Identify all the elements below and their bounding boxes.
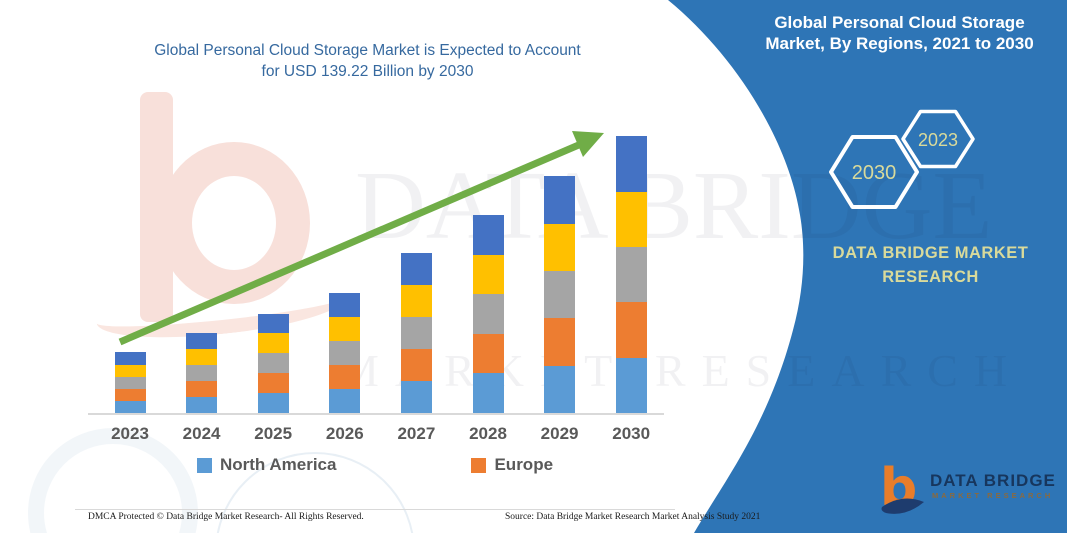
bar-segment — [472, 333, 504, 374]
bar-segment — [114, 400, 146, 413]
bar-segment — [114, 376, 146, 389]
bar-segment — [400, 316, 432, 349]
x-axis-label-2025: 2025 — [254, 424, 293, 443]
hexagon-2030-label: 2030 — [852, 162, 897, 184]
bar-segment — [544, 270, 576, 319]
bar-segment — [615, 247, 647, 303]
bar-segment — [544, 176, 576, 224]
bar-segment — [329, 292, 361, 317]
bar-2027 — [400, 252, 432, 413]
legend-item: Europe — [471, 455, 553, 475]
bar-segment — [186, 349, 218, 366]
bar-segment — [400, 284, 432, 317]
panel-brand-text: DATA BRIDGE MARKET RESEARCH — [808, 241, 1053, 289]
bar-segment — [257, 353, 289, 374]
x-axis-label-2023: 2023 — [111, 424, 149, 443]
x-axis-label-2028: 2028 — [469, 424, 507, 443]
bar-2026 — [329, 292, 361, 413]
footer-dmca-text: DMCA Protected © Data Bridge Market Rese… — [88, 512, 364, 522]
bar-segment — [472, 254, 504, 295]
x-axis-line — [88, 413, 664, 415]
x-axis-label-2030: 2030 — [612, 424, 651, 443]
bar-segment — [114, 388, 146, 401]
chart-title-line2: for USD 139.22 Billion by 2030 — [261, 63, 474, 80]
logo-tagline-text: MARKET RESEARCH — [932, 491, 1054, 500]
chart-legend: North America Europe — [85, 455, 665, 475]
bar-segment — [257, 373, 289, 394]
bar-segment — [615, 302, 647, 358]
side-panel-title-line1: Global Personal Cloud Storage — [774, 13, 1025, 32]
legend-swatch-icon — [196, 457, 212, 473]
bar-segment — [400, 348, 432, 381]
bar-2024 — [186, 333, 218, 413]
bar-segment — [472, 373, 504, 413]
bar-segment — [615, 357, 647, 413]
bar-segment — [615, 191, 647, 248]
bar-2028 — [472, 215, 504, 413]
x-axis-label-2027: 2027 — [397, 424, 436, 443]
bar-segment — [186, 397, 218, 413]
hexagon-year-badges: 2030 2023 — [829, 109, 975, 209]
footer-divider — [75, 509, 675, 510]
side-panel-shape — [668, 0, 1067, 533]
watermark-text-market-research: MARKET RESEARCH — [338, 345, 1024, 396]
bar-2029 — [544, 176, 576, 413]
bar-segment — [257, 313, 289, 334]
bar-segment — [186, 365, 218, 382]
bar-segment — [257, 333, 289, 354]
watermark-logo-b-ring — [158, 142, 310, 304]
logo-b-icon: b — [880, 459, 924, 517]
bar-2025 — [257, 313, 289, 413]
legend-item: North America — [196, 455, 337, 475]
x-axis-label-2024: 2024 — [182, 424, 221, 443]
bar-2030 — [615, 136, 647, 413]
logo-brand-text: DATA BRIDGE — [930, 471, 1056, 490]
bar-segment — [114, 364, 146, 377]
data-bridge-logo: b DATA BRIDGE MARKET RESEARCH — [878, 455, 1058, 521]
bar-segment — [615, 136, 647, 192]
panel-brand-line2: RESEARCH — [882, 268, 979, 286]
bar-segment — [472, 215, 504, 255]
bar-segment — [186, 381, 218, 398]
hexagon-2030 — [829, 135, 919, 209]
legend-label: Europe — [494, 455, 554, 474]
bar-segment — [114, 352, 146, 365]
bar-2023 — [114, 352, 146, 413]
bar-segment — [329, 364, 361, 389]
legend-swatch-icon — [471, 457, 487, 473]
x-axis-label-2029: 2029 — [540, 424, 579, 443]
bar-segment — [400, 252, 432, 285]
bar-segment — [329, 316, 361, 341]
bar-segment — [186, 333, 218, 350]
footer-source-text: Source: Data Bridge Market Research Mark… — [505, 512, 761, 522]
bar-segment — [544, 223, 576, 271]
bar-segment — [544, 365, 576, 413]
legend-label: North America — [219, 455, 337, 474]
bar-segment — [257, 393, 289, 413]
chart-title-line1: Global Personal Cloud Storage Market is … — [154, 42, 581, 59]
panel-brand-line1: DATA BRIDGE MARKET — [832, 244, 1029, 262]
x-axis-label-2026: 2026 — [325, 424, 364, 443]
hexagon-2023-label: 2023 — [918, 130, 958, 150]
bar-segment — [472, 294, 504, 334]
bar-segment — [329, 388, 361, 413]
chart-title: Global Personal Cloud Storage Market is … — [85, 40, 650, 82]
hexagon-2023 — [901, 109, 975, 169]
bar-segment — [329, 340, 361, 365]
bar-segment — [544, 318, 576, 366]
bar-segment — [400, 380, 432, 413]
side-panel-title-line2: Market, By Regions, 2021 to 2030 — [765, 34, 1034, 53]
logo-swoosh — [881, 498, 924, 514]
side-panel-title: Global Personal Cloud Storage Market, By… — [752, 12, 1047, 54]
